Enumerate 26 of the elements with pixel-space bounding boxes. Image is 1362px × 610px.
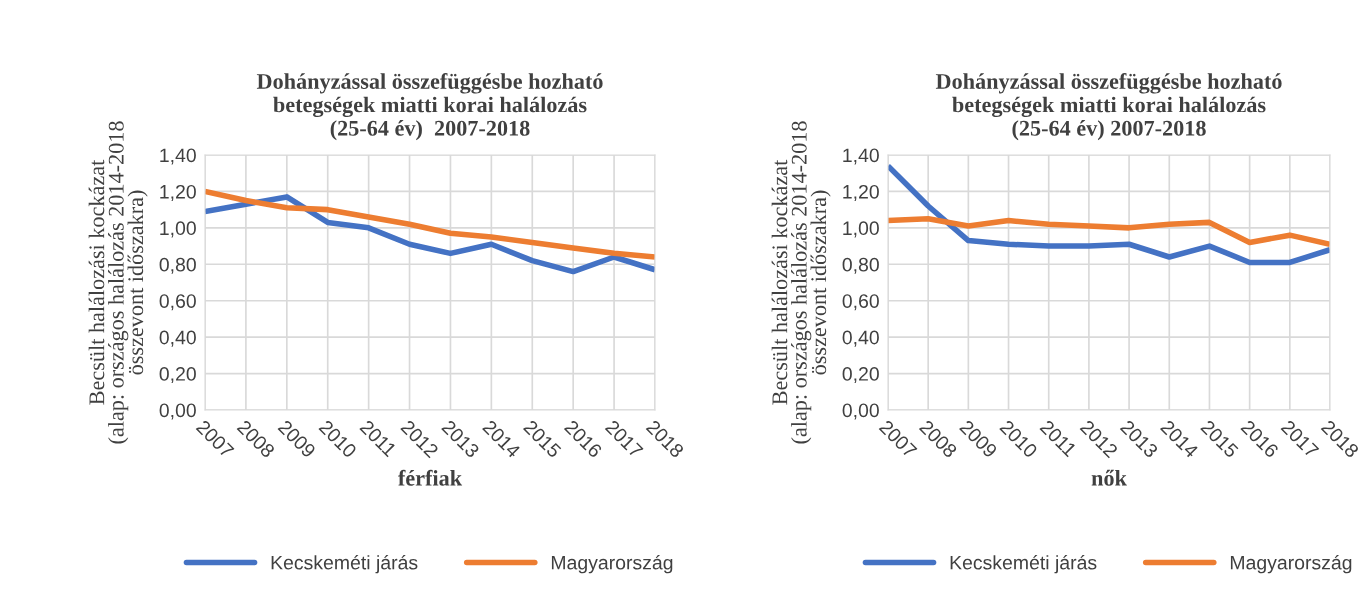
- y-tick-label: 0,20: [842, 367, 879, 384]
- x-axis-title: férfiak: [398, 469, 463, 486]
- y-tick-label: 0,40: [842, 330, 879, 347]
- y-tick-label: 1,00: [160, 221, 196, 238]
- y-tick-label: 1,00: [843, 221, 879, 238]
- chart-title: Dohányzással összefüggésbe hozható betegségek miatti korai halálozás (25-64 év) 2007-2018: [935, 73, 1282, 141]
- y-tick-label: 0,00: [159, 403, 196, 420]
- y-tick-label: 0,00: [842, 403, 879, 420]
- legend-label: Kecskeméti járás: [271, 555, 418, 574]
- y-axis-title: Becsült halálozási kockázat (alap: országos halálozás 2014-2018 összevont időszakra): [88, 121, 148, 444]
- y-tick-label: 1,20: [160, 184, 196, 201]
- y-axis-title: Becsült halálozási kockázat (alap: országos halálozás 2014-2018 összevont időszakra): [771, 121, 831, 444]
- x-axis-title: nők: [1091, 469, 1127, 486]
- y-tick-label: 1,20: [843, 184, 879, 201]
- legend-label: Magyarország: [551, 555, 673, 574]
- y-tick-label: 0,40: [159, 330, 196, 347]
- legend-label: Kecskeméti járás: [950, 555, 1097, 574]
- chart-title: Dohányzással összefüggésbe hozható betegségek miatti korai halálozás (25-64 év) 2007-2018: [256, 73, 603, 141]
- legend-label: Magyarország: [1230, 555, 1352, 574]
- y-tick-label: 0,60: [159, 294, 196, 311]
- y-tick-label: 0,80: [842, 257, 879, 274]
- y-tick-label: 0,80: [159, 257, 196, 274]
- y-tick-label: 1,40: [160, 148, 196, 165]
- y-tick-label: 0,60: [842, 294, 879, 311]
- y-tick-label: 0,20: [159, 367, 196, 384]
- y-tick-label: 1,40: [843, 148, 879, 165]
